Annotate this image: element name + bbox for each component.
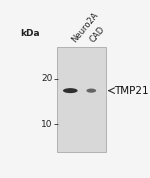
Bar — [57, 47, 106, 152]
Text: Neuro2A: Neuro2A — [69, 10, 100, 44]
Ellipse shape — [63, 88, 78, 93]
Ellipse shape — [86, 88, 96, 93]
Text: 10: 10 — [41, 120, 52, 129]
Text: kDa: kDa — [21, 30, 40, 38]
Text: CAD: CAD — [88, 24, 106, 44]
Text: 20: 20 — [41, 74, 52, 83]
Text: TMP21: TMP21 — [114, 86, 149, 96]
